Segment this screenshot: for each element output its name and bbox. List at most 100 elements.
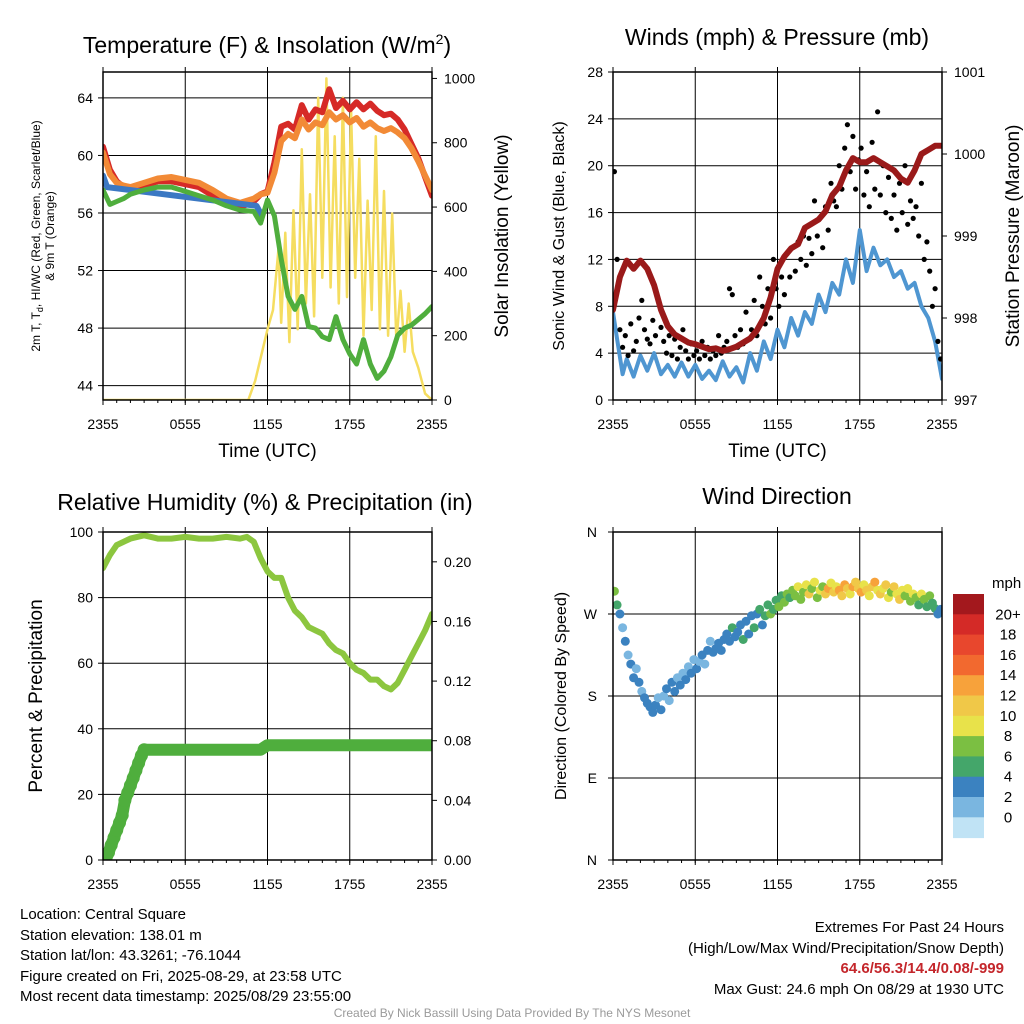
y-axis-label-subscript: d — [35, 307, 45, 312]
gust-point — [828, 180, 834, 186]
gust-point — [683, 348, 689, 354]
gust-point — [833, 204, 840, 210]
gust-point — [743, 309, 749, 315]
gust-point — [661, 338, 667, 344]
legend-label: 14 — [1000, 667, 1017, 684]
gust-point — [644, 336, 650, 342]
gust-point — [776, 303, 782, 309]
chart-title-superscript: 2 — [436, 31, 444, 47]
extremes-values: 64.6/56.3/14.4/0.08/-999 — [840, 960, 1004, 977]
direction-point — [648, 707, 658, 717]
gust-point — [814, 233, 820, 239]
gust-point — [751, 297, 757, 303]
gust-point — [877, 192, 883, 198]
y2-tick-label: 997 — [954, 392, 978, 408]
gust-point — [872, 186, 878, 192]
legend-label: 16 — [1000, 647, 1017, 664]
x-tick-label: 2355 — [597, 416, 628, 432]
direction-point — [631, 664, 641, 674]
gust-point — [787, 274, 793, 280]
gust-point — [850, 133, 856, 139]
gust-point — [916, 233, 922, 239]
gust-point — [806, 235, 812, 241]
gust-point — [625, 352, 631, 359]
series-line — [103, 86, 432, 211]
y-axis-label: Percent & Precipitation — [26, 599, 47, 792]
gust-point — [798, 256, 804, 262]
x-tick-label: 1755 — [844, 416, 875, 432]
direction-point — [656, 705, 666, 715]
x-tick-label: 1155 — [252, 876, 282, 892]
gust-point — [707, 356, 713, 362]
gust-point — [792, 268, 798, 274]
direction-point — [613, 586, 619, 596]
legend-label: 8 — [1004, 728, 1012, 745]
figure-created: Figure created on Fri, 2025-08-29, at 23… — [20, 967, 342, 985]
gust-point — [737, 327, 744, 333]
y-tick-label: 60 — [77, 147, 93, 163]
x-tick-label: 2355 — [416, 876, 447, 892]
direction-point — [744, 629, 754, 639]
gust-point — [620, 344, 626, 350]
legend-label: 12 — [1000, 688, 1017, 705]
y2-tick-label: 0.12 — [444, 673, 471, 689]
y2-tick-label: 600 — [444, 199, 468, 215]
direction-point — [664, 696, 674, 706]
extremes-title: Extremes For Past 24 Hours — [814, 919, 1004, 936]
y-tick-label: 0 — [85, 852, 93, 868]
gust-point — [781, 292, 788, 298]
precip-point — [137, 743, 151, 757]
station-location: Location: Central Square — [20, 906, 186, 923]
gust-point — [883, 210, 889, 216]
x-tick-label: 1755 — [844, 876, 875, 892]
credit-line: Created By Nick Bassill Using Data Provi… — [333, 1006, 691, 1020]
gust-point — [935, 338, 941, 344]
direction-point — [749, 623, 759, 633]
gust-point — [825, 227, 831, 233]
gust-point — [844, 122, 851, 128]
gust-point — [658, 324, 664, 330]
series-line — [103, 109, 432, 206]
direction-point — [889, 582, 899, 592]
direction-point — [700, 659, 710, 669]
direction-point — [670, 686, 680, 696]
gust-point — [696, 356, 703, 362]
x-tick-label: 2355 — [926, 416, 957, 432]
y2-tick-label: 998 — [954, 310, 978, 326]
legend-label: 10 — [1000, 708, 1017, 725]
gust-point — [685, 356, 692, 362]
plot-border — [612, 71, 943, 401]
y-tick-label: 44 — [77, 378, 93, 394]
legend-swatch — [953, 634, 984, 656]
recent-timestamp: Most recent data timestamp: 2025/08/29 2… — [20, 988, 352, 1005]
y-tick-label: 40 — [77, 721, 93, 737]
legend-swatch — [953, 695, 984, 717]
direction-point — [936, 604, 942, 614]
gust-point — [614, 256, 620, 262]
direction-point — [900, 591, 910, 601]
series-line — [103, 532, 432, 693]
legend-swatch — [953, 715, 984, 737]
extremes-info: Extremes For Past 24 Hours (High/Low/Max… — [688, 918, 1004, 1000]
x-tick-label: 2355 — [597, 876, 628, 892]
series-line — [103, 172, 265, 219]
chart-title-text: Temperature (F) & Insolation (W/m — [83, 32, 436, 58]
gust-point — [636, 315, 642, 321]
gust-point — [631, 348, 637, 354]
gust-point — [613, 169, 617, 175]
y-tick-label: S — [588, 688, 597, 704]
max-gust: Max Gust: 24.6 mph On 08/29 at 1930 UTC — [713, 980, 1004, 998]
gust-point — [910, 215, 916, 221]
gust-point — [713, 352, 719, 359]
direction-point — [722, 629, 732, 639]
y2-tick-label: 0.16 — [444, 613, 471, 629]
x-tick-label: 2355 — [87, 876, 118, 892]
x-tick-label: 1155 — [762, 416, 792, 432]
precip-point — [115, 808, 129, 822]
chart-title: Relative Humidity (%) & Precipitation (i… — [57, 489, 472, 515]
gust-point — [924, 239, 930, 245]
gust-point — [680, 327, 686, 333]
y-axis-label: Sonic Wind & Gust (Blue, Black) — [551, 121, 568, 350]
legend-title: mph — [992, 575, 1021, 592]
direction-point — [662, 684, 671, 694]
